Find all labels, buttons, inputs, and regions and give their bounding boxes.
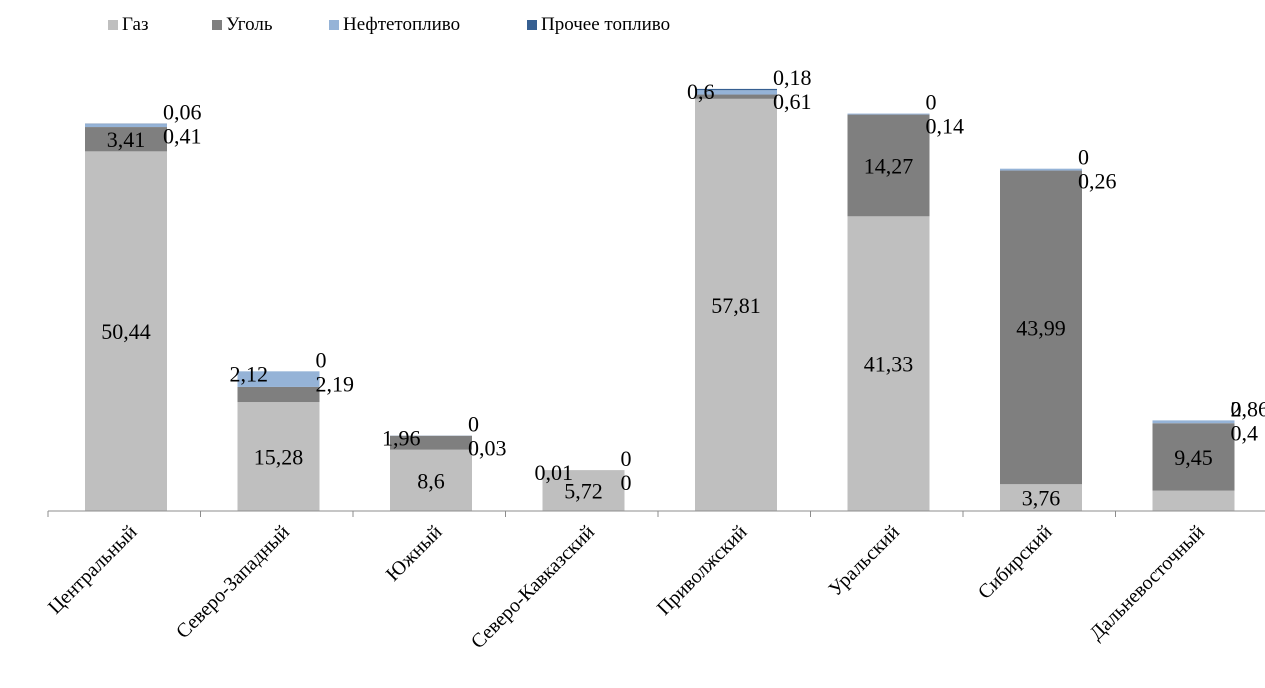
label-северо-кавказский-1: 5,72 <box>564 479 603 504</box>
bars <box>85 88 1235 512</box>
category-label-3: Южный <box>382 521 447 586</box>
bar-южный-2 <box>390 435 472 450</box>
label-уральский-4: 0 <box>926 90 937 115</box>
label-сибирский-2: 43,99 <box>1016 315 1066 340</box>
category-label-4: Северо-Кавказский <box>467 521 599 653</box>
label-северо-западный-2: 2,12 <box>230 361 269 386</box>
label-уральский-2: 14,27 <box>864 153 914 178</box>
bar-северо-кавказский-1 <box>542 470 625 511</box>
label-уральский-1: 41,33 <box>864 352 914 377</box>
label-уральский-3: 0,14 <box>926 114 965 139</box>
bar-северо-западный-2 <box>237 386 320 403</box>
bar-северо-западный-3 <box>237 371 320 387</box>
legend-label-3: Нефтетопливо <box>343 14 460 35</box>
bar-южный-1 <box>390 449 472 511</box>
legend-label-2: Уголь <box>226 14 273 35</box>
label-дальневосточный-1: 2,86 <box>1231 396 1265 421</box>
label-северо-западный-3: 2,19 <box>316 371 355 396</box>
label-северо-западный-4: 0 <box>316 347 327 372</box>
bar-уральский-2 <box>847 114 930 217</box>
bar-сибирский-1 <box>1000 484 1082 511</box>
bar-уральский-3 <box>847 113 930 115</box>
legend-swatch-2 <box>212 20 222 30</box>
label-дальневосточный-3: 0,4 <box>1231 420 1259 445</box>
label-сибирский-1: 3,76 <box>1022 486 1061 511</box>
label-южный-4: 0 <box>468 411 479 436</box>
bar-приволжский-3 <box>695 90 777 95</box>
label-северо-кавказский-2: 0,01 <box>535 460 574 485</box>
category-label-1: Центральный <box>44 521 142 619</box>
bar-уральский-1 <box>847 216 930 512</box>
bar-северо-западный-1 <box>237 402 320 511</box>
bar-дальневосточный-1 <box>1152 490 1235 511</box>
category-label-2: Северо-Западный <box>172 521 294 643</box>
label-сибирский-4: 0 <box>1078 145 1089 170</box>
label-южный-2: 1,96 <box>382 425 421 450</box>
legend-swatch-1 <box>108 20 118 30</box>
legend-swatch-4 <box>527 20 537 30</box>
bar-дальневосточный-3 <box>1152 420 1235 424</box>
bar-приволжский-4 <box>695 88 777 91</box>
label-приволжский-3: 0,61 <box>773 89 812 114</box>
label-северо-кавказский-4: 0 <box>621 446 632 471</box>
label-центральный-2: 3,41 <box>107 127 146 152</box>
label-сибирский-3: 0,26 <box>1078 169 1117 194</box>
bar-сибирский-3 <box>1000 168 1082 171</box>
bar-сибирский-2 <box>1000 170 1082 485</box>
label-дальневосточный-2: 9,45 <box>1174 445 1213 470</box>
legend-label-4: Прочее топливо <box>541 14 670 35</box>
x-axis: Центральный Северо-Западный Южный Северо-Ка… <box>44 510 1265 653</box>
bar-приволжский-2 <box>695 94 777 99</box>
bar-центральный-1 <box>85 151 167 511</box>
category-label-7: Сибирский <box>974 521 1057 604</box>
bar-центральный-3 <box>85 124 167 128</box>
label-дальневосточный-4: 0 <box>1231 396 1242 421</box>
label-центральный-1: 50,44 <box>101 319 151 344</box>
category-label-5: Приволжский <box>653 521 752 620</box>
label-северо-западный-1: 15,28 <box>254 445 304 470</box>
bar-дальневосточный-2 <box>1152 423 1235 491</box>
label-приволжский-4: 0,18 <box>773 65 812 90</box>
label-приволжский-1: 57,81 <box>711 293 761 318</box>
category-label-8: Дальневосточный <box>1085 521 1209 645</box>
label-южный-1: 8,6 <box>417 468 445 493</box>
label-центральный-3: 0,41 <box>163 124 202 149</box>
category-label-6: Уральский <box>824 521 904 601</box>
legend: Газ Уголь Нефтетопливо Прочее топливо <box>108 14 670 35</box>
bar-приволжский-1 <box>695 98 777 511</box>
legend-swatch-3 <box>329 20 339 30</box>
bar-центральный-2 <box>85 127 167 152</box>
label-северо-кавказский-3: 0 <box>621 470 632 495</box>
label-центральный-4: 0,06 <box>163 100 202 125</box>
label-южный-3: 0,03 <box>468 435 507 460</box>
label-приволжский-2: 0,6 <box>687 79 715 104</box>
legend-label-1: Газ <box>122 14 148 35</box>
